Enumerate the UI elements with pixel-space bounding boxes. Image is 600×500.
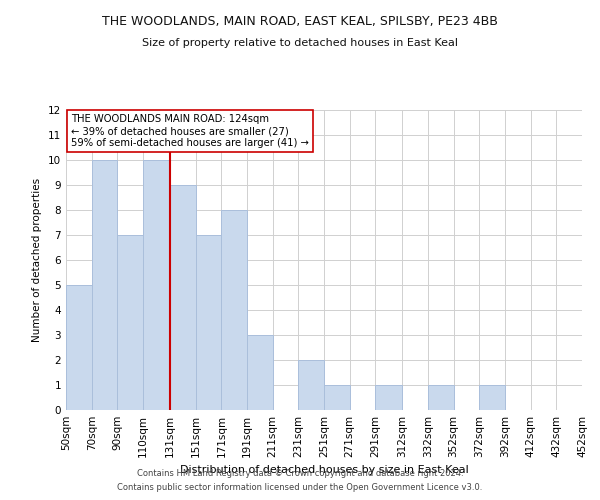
X-axis label: Distribution of detached houses by size in East Keal: Distribution of detached houses by size … <box>179 466 469 475</box>
Text: Size of property relative to detached houses in East Keal: Size of property relative to detached ho… <box>142 38 458 48</box>
Text: THE WOODLANDS, MAIN ROAD, EAST KEAL, SPILSBY, PE23 4BB: THE WOODLANDS, MAIN ROAD, EAST KEAL, SPI… <box>102 15 498 28</box>
Text: THE WOODLANDS MAIN ROAD: 124sqm
← 39% of detached houses are smaller (27)
59% of: THE WOODLANDS MAIN ROAD: 124sqm ← 39% of… <box>71 114 309 148</box>
Bar <box>479 385 505 410</box>
Bar <box>298 360 324 410</box>
Bar <box>66 285 92 410</box>
Bar <box>221 210 247 410</box>
Y-axis label: Number of detached properties: Number of detached properties <box>32 178 43 342</box>
Bar <box>247 335 272 410</box>
Bar <box>428 385 454 410</box>
Bar <box>196 235 221 410</box>
Bar <box>324 385 350 410</box>
Bar <box>143 160 170 410</box>
Bar <box>170 185 196 410</box>
Bar <box>376 385 402 410</box>
Bar <box>92 160 118 410</box>
Bar <box>118 235 143 410</box>
Text: Contains HM Land Registry data © Crown copyright and database right 2024.: Contains HM Land Registry data © Crown c… <box>137 468 463 477</box>
Text: Contains public sector information licensed under the Open Government Licence v3: Contains public sector information licen… <box>118 484 482 492</box>
